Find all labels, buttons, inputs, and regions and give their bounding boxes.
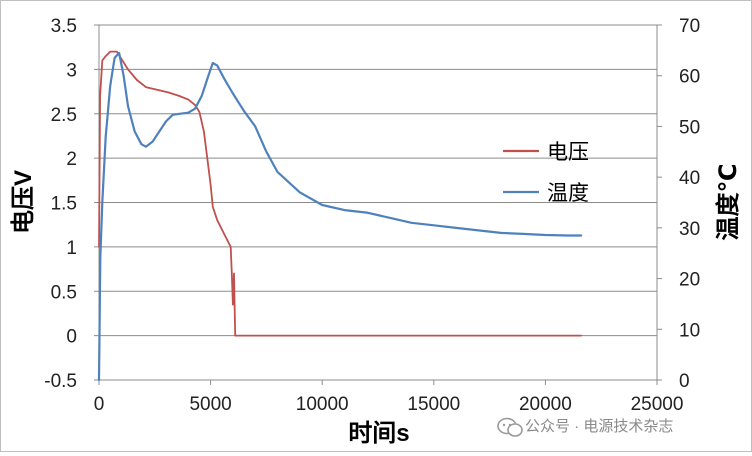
y-tick-label: 1 <box>66 238 77 259</box>
x-tick-label: 25000 <box>631 394 684 415</box>
y2-tick-label: 70 <box>679 16 700 37</box>
y-tick-label: 3 <box>66 60 77 81</box>
y2-tick-label: 10 <box>679 320 700 341</box>
y-tick-label: -0.5 <box>44 371 77 392</box>
y-axis-left-title: 电压V <box>10 170 37 234</box>
y-axis-right-title: 温度℃ <box>714 163 742 240</box>
x-tick-label: 15000 <box>407 394 460 415</box>
y-tick-label: 0.5 <box>51 282 77 303</box>
gridlines <box>99 24 657 337</box>
x-tick-label: 5000 <box>189 394 231 415</box>
y2-tick-label: 50 <box>679 117 700 138</box>
watermark-text: 公众号 · 电源技术杂志 <box>525 418 673 435</box>
y-tick-label: 2.5 <box>51 105 77 126</box>
y-tick-label: 3.5 <box>51 16 77 37</box>
y-tick-label: 2 <box>66 149 77 170</box>
watermark: 公众号 · 电源技术杂志 <box>497 417 673 437</box>
y-tick-labels-right: 0 10 20 30 40 50 60 70 <box>657 16 700 392</box>
series-line-temperature <box>97 51 583 382</box>
y2-tick-label: 20 <box>679 270 700 291</box>
series-lines <box>97 50 583 382</box>
y2-tick-label: 30 <box>679 219 700 240</box>
y-tick-labels-left: -0.5 0 0.5 1 1.5 2 2.5 3 3.5 <box>44 16 99 392</box>
legend-label: 电压 <box>547 141 589 164</box>
x-axis-title: 时间s <box>348 420 409 447</box>
x-tick-label: 0 <box>94 394 105 415</box>
y-tick-label: 0 <box>66 327 77 348</box>
y2-tick-label: 40 <box>679 168 700 189</box>
y-tick-label: 1.5 <box>51 194 77 215</box>
x-tick-label: 20000 <box>519 394 572 415</box>
x-tick-label: 10000 <box>296 394 349 415</box>
x-tick-labels: 0 5000 10000 15000 20000 25000 <box>94 380 684 415</box>
y2-tick-label: 60 <box>679 67 700 88</box>
y2-tick-label: 0 <box>679 371 690 392</box>
wechat-logo-icon <box>497 417 523 437</box>
series-line-voltage <box>98 50 582 337</box>
legend-label: 温度 <box>547 182 589 205</box>
